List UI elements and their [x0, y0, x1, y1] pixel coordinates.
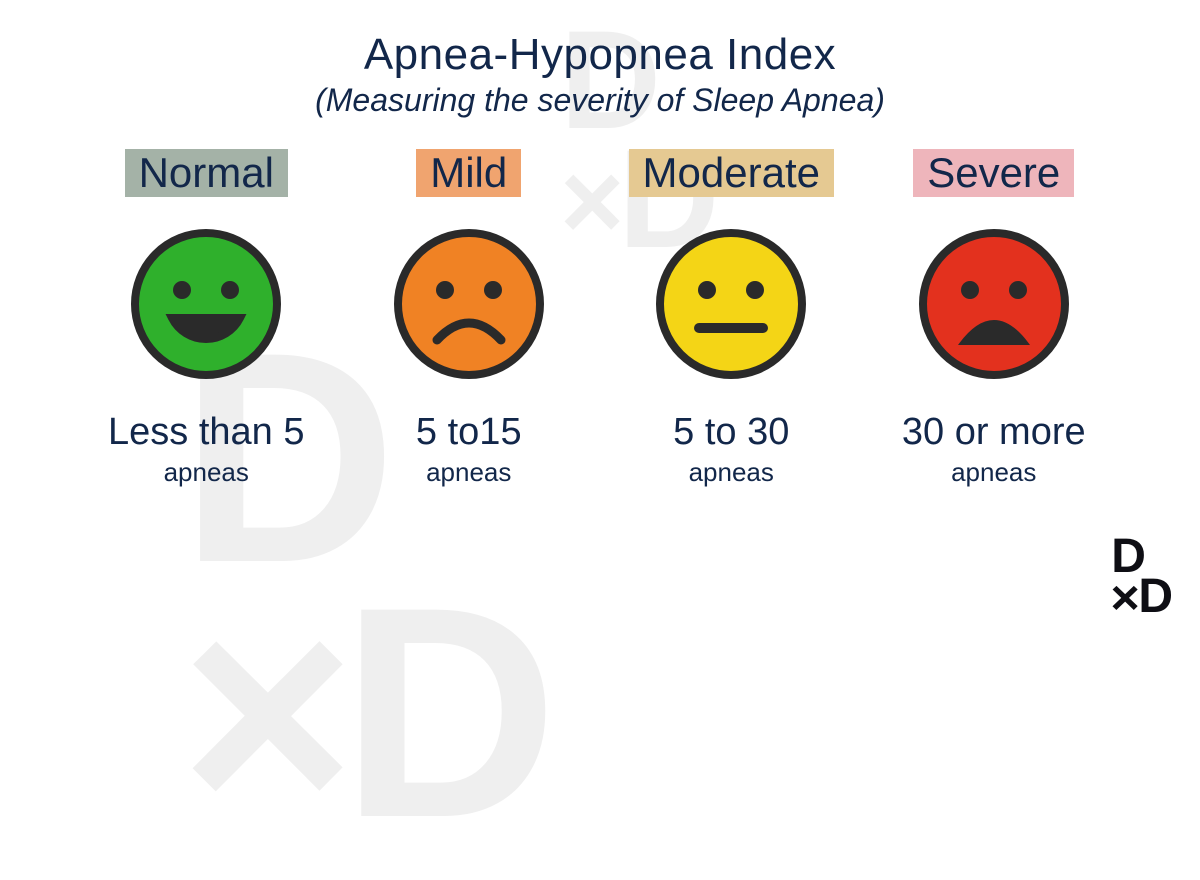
level-cell: Normal Less than 5 apneas [80, 149, 333, 488]
face-frown-icon [394, 219, 544, 389]
face-happy-icon [131, 219, 281, 389]
level-range: 30 or more [902, 413, 1086, 453]
infographic: Apnea-Hypopnea Index (Measuring the seve… [0, 0, 1200, 630]
level-label: Severe [913, 149, 1074, 197]
logo-line2d: D [1138, 570, 1172, 623]
level-label: Normal [125, 149, 288, 197]
page-subtitle: (Measuring the severity of Sleep Apnea) [60, 82, 1140, 119]
logo-x: × [1111, 579, 1139, 618]
level-unit: apneas [689, 457, 774, 488]
level-unit: apneas [164, 457, 249, 488]
face-scream-icon [919, 219, 1069, 389]
level-range: 5 to15 [416, 413, 522, 453]
page-title: Apnea-Hypopnea Index [60, 30, 1140, 80]
level-label: Moderate [629, 149, 834, 197]
dxd-logo: D ×D [1111, 537, 1172, 616]
levels-row: Normal Less than 5 apneas Mild 5 to15 apnea… [60, 149, 1140, 488]
level-cell: Moderate 5 to 30 apneas [605, 149, 858, 488]
face-neutral-icon [656, 219, 806, 389]
level-cell: Mild 5 to15 apneas [343, 149, 596, 488]
level-label: Mild [416, 149, 521, 197]
level-range: 5 to 30 [673, 413, 789, 453]
level-unit: apneas [951, 457, 1036, 488]
level-cell: Severe 30 or more apneas [868, 149, 1121, 488]
level-range: Less than 5 [108, 413, 304, 453]
level-unit: apneas [426, 457, 511, 488]
header: Apnea-Hypopnea Index (Measuring the seve… [60, 30, 1140, 119]
